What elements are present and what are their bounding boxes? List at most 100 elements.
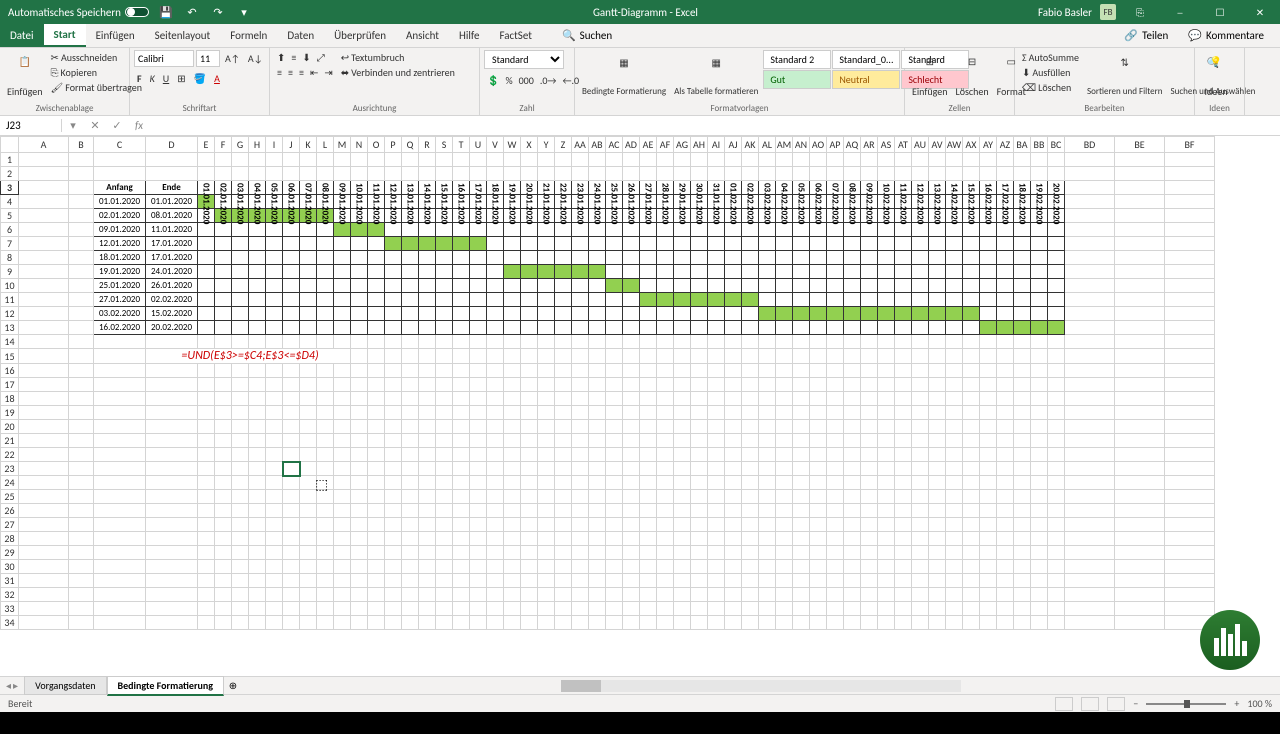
gantt-cell[interactable] (198, 265, 215, 279)
underline-icon[interactable]: U (160, 71, 172, 86)
gantt-cell[interactable] (317, 279, 334, 293)
cell[interactable] (19, 588, 69, 602)
gantt-cell[interactable] (929, 279, 946, 293)
gantt-cell[interactable] (980, 279, 997, 293)
row-header[interactable]: 6 (1, 223, 19, 237)
cell[interactable] (895, 167, 912, 181)
cell[interactable] (929, 588, 946, 602)
cell[interactable] (589, 574, 606, 588)
cell[interactable] (963, 434, 980, 448)
cell[interactable] (793, 602, 810, 616)
gantt-cell[interactable] (283, 223, 300, 237)
gantt-cell[interactable] (368, 265, 385, 279)
cell[interactable] (283, 462, 300, 476)
cell[interactable] (895, 153, 912, 167)
cell[interactable] (300, 392, 317, 406)
cell[interactable] (827, 378, 844, 392)
gantt-cell[interactable] (1048, 237, 1065, 251)
gantt-end-cell[interactable]: 17.01.2020 (146, 237, 198, 251)
gantt-end-cell[interactable]: 02.02.2020 (146, 293, 198, 307)
gantt-cell[interactable] (266, 265, 283, 279)
gantt-start-cell[interactable]: 25.01.2020 (94, 279, 146, 293)
gantt-cell[interactable] (368, 307, 385, 321)
cell[interactable] (19, 574, 69, 588)
gantt-cell[interactable] (402, 237, 419, 251)
cell[interactable] (793, 392, 810, 406)
cell[interactable] (589, 462, 606, 476)
cell[interactable] (776, 406, 793, 420)
cell[interactable] (368, 167, 385, 181)
cell[interactable] (708, 434, 725, 448)
cell[interactable] (385, 476, 402, 490)
row-header[interactable]: 8 (1, 251, 19, 265)
cell[interactable] (351, 490, 368, 504)
cell[interactable] (674, 518, 691, 532)
gantt-cell[interactable] (929, 321, 946, 335)
cell[interactable] (929, 616, 946, 630)
cell[interactable] (470, 504, 487, 518)
cell[interactable] (691, 504, 708, 518)
cell[interactable] (1014, 364, 1031, 378)
cell[interactable] (385, 588, 402, 602)
cell[interactable] (538, 574, 555, 588)
cell[interactable] (980, 406, 997, 420)
cell[interactable] (368, 518, 385, 532)
cell[interactable] (555, 364, 572, 378)
user-badge[interactable]: FB (1100, 4, 1116, 20)
cell[interactable] (725, 462, 742, 476)
cell[interactable] (368, 602, 385, 616)
cell[interactable] (419, 588, 436, 602)
cell[interactable] (980, 448, 997, 462)
gantt-cell[interactable] (555, 321, 572, 335)
cell[interactable] (589, 392, 606, 406)
gantt-cell[interactable] (215, 321, 232, 335)
cell[interactable] (912, 532, 929, 546)
cell[interactable] (1031, 392, 1048, 406)
gantt-date-header[interactable]: 28.01.2020 (657, 181, 674, 195)
cell[interactable] (1165, 406, 1215, 420)
col-header[interactable]: AO (810, 137, 827, 153)
cell[interactable] (334, 518, 351, 532)
merge-center-button[interactable]: ⬌ Verbinden und zentrieren (338, 65, 458, 80)
cell[interactable] (623, 588, 640, 602)
cell[interactable] (402, 392, 419, 406)
cell[interactable] (589, 602, 606, 616)
row-header[interactable]: 31 (1, 574, 19, 588)
paste-button[interactable]: 📋 Einfügen (4, 50, 46, 102)
gantt-cell[interactable] (912, 307, 929, 321)
gantt-cell[interactable] (470, 307, 487, 321)
cell[interactable] (436, 392, 453, 406)
gantt-cell[interactable] (232, 321, 249, 335)
cell[interactable] (487, 364, 504, 378)
cell[interactable] (606, 560, 623, 574)
cell[interactable] (453, 532, 470, 546)
cell[interactable] (146, 518, 198, 532)
cell[interactable] (69, 490, 94, 504)
cell[interactable] (436, 364, 453, 378)
cell[interactable] (793, 560, 810, 574)
cell[interactable] (402, 364, 419, 378)
gantt-cell[interactable] (691, 307, 708, 321)
cell[interactable] (215, 153, 232, 167)
gantt-cell[interactable] (827, 237, 844, 251)
gantt-cell[interactable] (912, 265, 929, 279)
cell[interactable] (725, 588, 742, 602)
gantt-cell[interactable] (827, 279, 844, 293)
delete-cells-button[interactable]: ⊟Löschen (953, 50, 992, 102)
gantt-cell[interactable] (606, 307, 623, 321)
cell[interactable] (997, 616, 1014, 630)
cell[interactable] (198, 153, 215, 167)
cell[interactable] (1115, 378, 1165, 392)
cell[interactable] (929, 420, 946, 434)
cell[interactable] (657, 434, 674, 448)
cell[interactable] (776, 602, 793, 616)
cell[interactable] (436, 518, 453, 532)
cell[interactable] (19, 364, 69, 378)
gantt-cell[interactable] (1031, 279, 1048, 293)
cell[interactable] (538, 518, 555, 532)
cell[interactable] (300, 588, 317, 602)
cell[interactable] (657, 476, 674, 490)
cell[interactable] (521, 378, 538, 392)
gantt-cell[interactable] (589, 279, 606, 293)
cell[interactable] (419, 406, 436, 420)
